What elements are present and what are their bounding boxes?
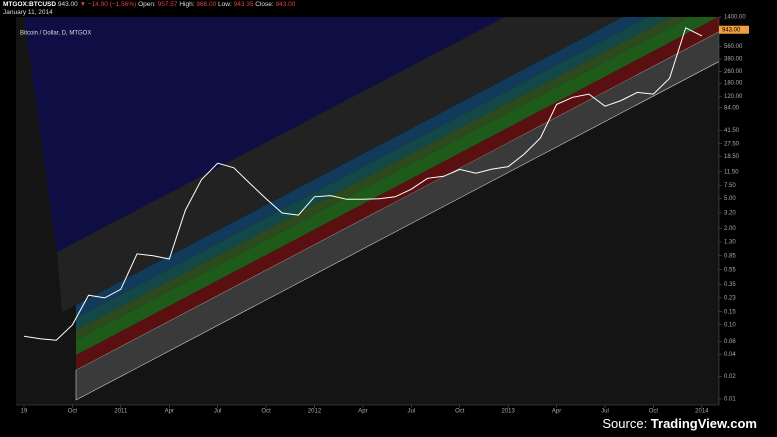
low-label: Low: (218, 1, 232, 8)
y-tick-label: 5.00 (724, 196, 736, 202)
y-tick-label: 1400.00 (724, 15, 746, 21)
x-tick-label: 2013 (502, 409, 516, 415)
source-label: Source: (602, 416, 651, 431)
channel-band (75, 31, 719, 401)
x-tick-label: Oct (261, 409, 271, 415)
x-tick-label: Apr (358, 409, 367, 415)
channel-band (76, 17, 719, 355)
x-tick-label: Oct (649, 409, 659, 415)
header: MTGOX:BTCUSD 943.00 ▼ −14.90 (−1.56%) Op… (3, 1, 295, 17)
y-tick-label: 380.00 (724, 57, 743, 63)
x-tick-label: Apr (552, 409, 561, 415)
y-tick-label: 0.15 (724, 309, 736, 315)
channel-band (76, 17, 648, 318)
high: 968.00 (196, 1, 217, 8)
last-price: 943.00 (57, 1, 78, 8)
y-tick-label: 0.10 (724, 322, 736, 328)
x-tick-label: Oct (455, 409, 465, 415)
change: ▼ −14.90 (−1.56%) (79, 1, 137, 8)
y-tick-label: 0.85 (724, 253, 736, 259)
y-tick-label: 7.50 (724, 183, 736, 189)
x-tick-label: 2014 (695, 409, 709, 415)
channel-band (76, 17, 690, 340)
close: 943.00 (275, 1, 296, 8)
x-tick-label: 19 (21, 409, 28, 415)
fan-wedge (24, 17, 505, 252)
channel-band (76, 17, 719, 370)
close-label: Close: (255, 1, 274, 8)
date: January 11, 2014 (3, 9, 53, 16)
x-tick-label: Jul (601, 409, 609, 415)
y-tick-label: 84.00 (724, 105, 740, 111)
quote-row: MTGOX:BTCUSD 943.00 ▼ −14.90 (−1.56%) Op… (3, 1, 295, 9)
last-price-label: 943.00 (722, 27, 741, 33)
source: Source: TradingView.com (602, 416, 757, 431)
y-tick-label: 0.04 (724, 352, 736, 358)
y-tick-label: 0.35 (724, 282, 736, 288)
y-tick-label: 2.00 (724, 226, 736, 232)
y-tick-label: 120.00 (724, 94, 743, 100)
source-site: TradingView.com (650, 416, 757, 431)
x-tick-label: 2012 (308, 409, 322, 415)
y-tick-label: 0.01 (724, 397, 736, 403)
symbol: MTGOX:BTCUSD (3, 1, 57, 8)
y-tick-label: 41.50 (724, 128, 740, 134)
y-tick-label: 0.23 (724, 295, 736, 301)
y-tick-label: 0.06 (724, 339, 736, 345)
chart-title: Bitcoin / Dollar, D, MTGOX (20, 31, 91, 37)
y-tick-label: 27.50 (724, 141, 740, 147)
y-tick-label: 0.55 (724, 267, 736, 273)
last-price-marker (719, 25, 749, 34)
y-tick-label: 11.50 (724, 169, 739, 175)
price-line (23, 27, 703, 341)
open-label: Open: (138, 1, 156, 8)
y-tick-label: 560.00 (724, 44, 743, 50)
y-tick-label: 18.50 (724, 154, 740, 160)
channel-band (76, 17, 671, 330)
fib-drawings (24, 17, 719, 401)
y-tick-label: 180.00 (724, 81, 743, 87)
x-tick-label: Oct (68, 409, 78, 415)
plot-clip (23, 27, 703, 341)
y-tick-label: 260.00 (724, 69, 743, 75)
x-tick-label: 2011 (114, 409, 128, 415)
y-tick-label: 0.02 (724, 374, 736, 380)
x-tick-label: Jul (214, 409, 222, 415)
y-tick-label: 3.20 (724, 211, 736, 217)
high-label: High: (179, 1, 195, 8)
open: 957.57 (157, 1, 178, 8)
low: 943.35 (233, 1, 254, 8)
y-tick-label: 1.30 (724, 240, 736, 246)
x-tick-label: Jul (408, 409, 416, 415)
x-tick-label: Apr (165, 409, 174, 415)
